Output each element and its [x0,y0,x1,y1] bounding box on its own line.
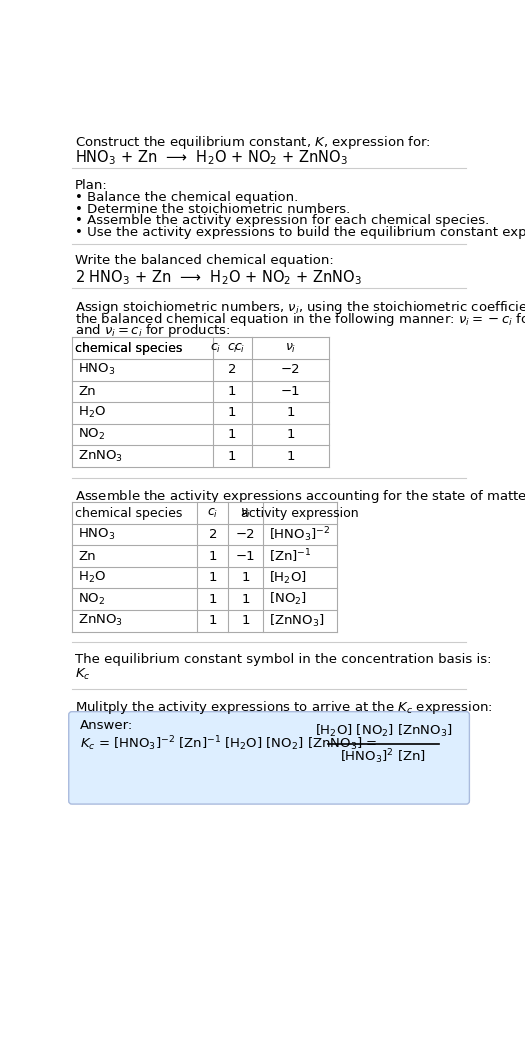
Text: chemical species: chemical species [75,341,182,355]
Text: the balanced chemical equation in the following manner: $\nu_i = -c_i$ for react: the balanced chemical equation in the fo… [75,311,525,328]
Text: [H$_2$O]: [H$_2$O] [269,569,307,586]
Text: Write the balanced chemical equation:: Write the balanced chemical equation: [75,254,334,268]
Text: 1: 1 [208,592,217,606]
Text: ZnNO$_3$: ZnNO$_3$ [78,449,123,464]
Text: • Use the activity expressions to build the equilibrium constant expression.: • Use the activity expressions to build … [75,226,525,239]
Text: −1: −1 [236,549,255,563]
Text: 2 HNO$_3$ + Zn  ⟶  H$_2$O + NO$_2$ + ZnNO$_3$: 2 HNO$_3$ + Zn ⟶ H$_2$O + NO$_2$ + ZnNO$… [75,268,362,287]
Text: Assemble the activity expressions accounting for the state of matter and $\nu_i$: Assemble the activity expressions accoun… [75,488,525,505]
Text: $c_i$: $c_i$ [211,341,222,355]
Text: 1: 1 [228,428,236,441]
Text: Zn: Zn [78,549,96,563]
Text: Plan:: Plan: [75,179,108,192]
Text: HNO$_3$: HNO$_3$ [78,527,116,542]
Text: $c_i$: $c_i$ [234,341,246,355]
Text: 2: 2 [228,364,236,376]
Text: −2: −2 [236,528,255,541]
Text: 1: 1 [228,407,236,419]
Text: 1: 1 [208,614,217,627]
Text: [ZnNO$_3$]: [ZnNO$_3$] [269,612,325,629]
Text: [Zn]$^{-1}$: [Zn]$^{-1}$ [269,547,312,565]
Text: −1: −1 [280,385,300,397]
Text: Construct the equilibrium constant, $K$, expression for:: Construct the equilibrium constant, $K$,… [75,134,431,151]
Text: 1: 1 [286,407,295,419]
Text: HNO$_3$: HNO$_3$ [78,363,116,377]
Text: 1: 1 [286,450,295,463]
Text: Mulitply the activity expressions to arrive at the $K_c$ expression:: Mulitply the activity expressions to arr… [75,700,492,717]
Text: H$_2$O: H$_2$O [78,570,106,585]
Text: • Determine the stoichiometric numbers.: • Determine the stoichiometric numbers. [75,202,350,216]
Text: $c_i$: $c_i$ [227,341,238,355]
Text: 1: 1 [286,428,295,441]
Text: NO$_2$: NO$_2$ [78,427,106,442]
Text: and $\nu_i = c_i$ for products:: and $\nu_i = c_i$ for products: [75,323,230,339]
Text: NO$_2$: NO$_2$ [78,591,106,607]
FancyBboxPatch shape [69,711,469,804]
Text: H$_2$O: H$_2$O [78,406,106,421]
Text: $c_i$: $c_i$ [207,507,218,520]
Text: chemical species: chemical species [75,507,182,520]
Text: • Balance the chemical equation.: • Balance the chemical equation. [75,191,298,204]
Text: $\nu_i$: $\nu_i$ [285,341,296,355]
Text: • Assemble the activity expression for each chemical species.: • Assemble the activity expression for e… [75,214,489,228]
Text: Answer:: Answer: [80,720,133,733]
Text: 1: 1 [241,592,250,606]
Text: $\nu_i$: $\nu_i$ [240,507,251,520]
Text: $K_c$: $K_c$ [75,667,91,682]
Text: −2: −2 [280,364,300,376]
Text: HNO$_3$ + Zn  ⟶  H$_2$O + NO$_2$ + ZnNO$_3$: HNO$_3$ + Zn ⟶ H$_2$O + NO$_2$ + ZnNO$_3… [75,148,348,167]
Text: 1: 1 [228,450,236,463]
Text: [HNO$_3$]$^2$ [Zn]: [HNO$_3$]$^2$ [Zn] [340,747,426,766]
Text: 1: 1 [241,571,250,584]
Text: Assign stoichiometric numbers, $\nu_i$, using the stoichiometric coefficients, $: Assign stoichiometric numbers, $\nu_i$, … [75,299,525,316]
Text: 1: 1 [208,549,217,563]
Text: [NO$_2$]: [NO$_2$] [269,591,308,607]
Text: [HNO$_3$]$^{-2}$: [HNO$_3$]$^{-2}$ [269,525,331,544]
Text: 1: 1 [241,614,250,627]
Text: chemical species: chemical species [75,341,182,355]
Text: [H$_2$O] [NO$_2$] [ZnNO$_3$]: [H$_2$O] [NO$_2$] [ZnNO$_3$] [314,723,452,739]
Text: $K_c$ = [HNO$_3$]$^{-2}$ [Zn]$^{-1}$ [H$_2$O] [NO$_2$] [ZnNO$_3$] =: $K_c$ = [HNO$_3$]$^{-2}$ [Zn]$^{-1}$ [H$… [80,735,377,754]
Text: 1: 1 [228,385,236,397]
Text: The equilibrium constant symbol in the concentration basis is:: The equilibrium constant symbol in the c… [75,653,491,666]
Text: 2: 2 [208,528,217,541]
Text: activity expression: activity expression [241,507,359,520]
Text: Zn: Zn [78,385,96,397]
Text: 1: 1 [208,571,217,584]
Text: ZnNO$_3$: ZnNO$_3$ [78,613,123,628]
